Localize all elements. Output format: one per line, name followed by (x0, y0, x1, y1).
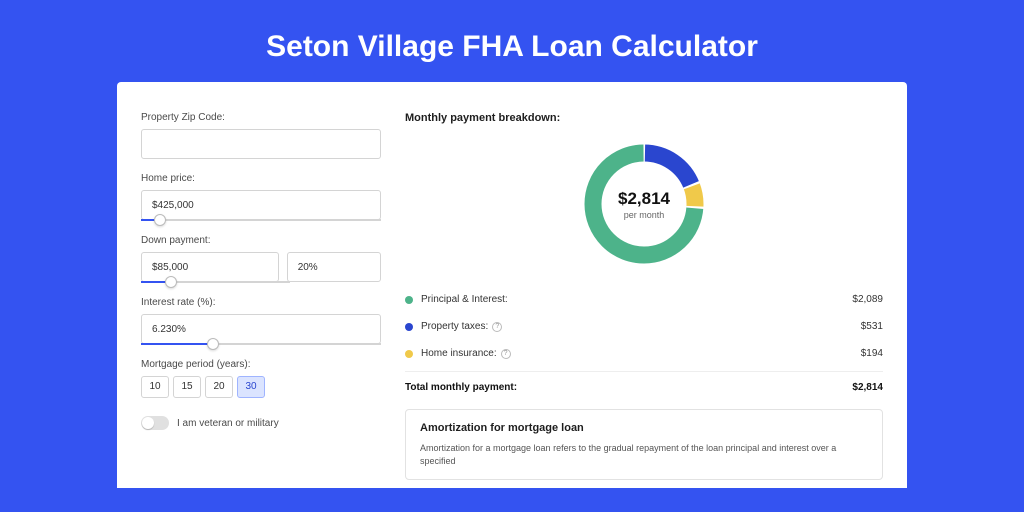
breakdown-column: Monthly payment breakdown: $2,814 per mo… (405, 112, 883, 480)
interest-input[interactable] (141, 314, 381, 344)
down-payment-label: Down payment: (141, 235, 381, 246)
insurance-info-icon[interactable]: ? (501, 349, 511, 359)
period-option-15[interactable]: 15 (173, 376, 201, 398)
interest-slider-handle[interactable] (207, 338, 219, 350)
zip-input[interactable] (141, 129, 381, 159)
down-payment-slider[interactable] (141, 281, 290, 283)
page-title: Seton Village FHA Loan Calculator (0, 0, 1024, 82)
down-payment-amount-input[interactable] (141, 252, 279, 282)
home-price-label: Home price: (141, 173, 381, 184)
principal-label: Principal & Interest: (421, 294, 852, 305)
period-group: Mortgage period (years): 10152030 (141, 359, 381, 398)
donut-center: $2,814 per month (580, 140, 708, 268)
down-payment-percent-input[interactable] (287, 252, 381, 282)
taxes-label: Property taxes:? (421, 321, 861, 332)
period-option-20[interactable]: 20 (205, 376, 233, 398)
breakdown-row-principal: Principal & Interest:$2,089 (405, 286, 883, 313)
taxes-value: $531 (861, 321, 883, 332)
breakdown-title: Monthly payment breakdown: (405, 112, 883, 124)
principal-value: $2,089 (852, 294, 883, 305)
donut-chart: $2,814 per month (580, 140, 708, 268)
taxes-dot (405, 323, 413, 331)
veteran-row: I am veteran or military (141, 416, 381, 430)
period-option-30[interactable]: 30 (237, 376, 265, 398)
home-price-slider[interactable] (141, 219, 381, 221)
zip-field-group: Property Zip Code: (141, 112, 381, 159)
total-row: Total monthly payment: $2,814 (405, 371, 883, 393)
total-value: $2,814 (852, 382, 883, 393)
taxes-info-icon[interactable]: ? (492, 322, 502, 332)
zip-label: Property Zip Code: (141, 112, 381, 123)
insurance-value: $194 (861, 348, 883, 359)
donut-chart-wrap: $2,814 per month (405, 134, 883, 286)
interest-label: Interest rate (%): (141, 297, 381, 308)
form-column: Property Zip Code: Home price: Down paym… (141, 112, 381, 480)
down-payment-slider-handle[interactable] (165, 276, 177, 288)
interest-slider[interactable] (141, 343, 381, 345)
breakdown-row-taxes: Property taxes:?$531 (405, 313, 883, 340)
home-price-input[interactable] (141, 190, 381, 220)
period-label: Mortgage period (years): (141, 359, 381, 370)
period-option-10[interactable]: 10 (141, 376, 169, 398)
insurance-dot (405, 350, 413, 358)
home-price-slider-handle[interactable] (154, 214, 166, 226)
down-payment-group: Down payment: (141, 235, 381, 283)
calculator-panel: Property Zip Code: Home price: Down paym… (117, 82, 907, 488)
breakdown-row-insurance: Home insurance:?$194 (405, 340, 883, 367)
insurance-label: Home insurance:? (421, 348, 861, 359)
donut-sublabel: per month (624, 210, 665, 220)
home-price-group: Home price: (141, 173, 381, 221)
interest-group: Interest rate (%): (141, 297, 381, 345)
veteran-label: I am veteran or military (177, 418, 279, 429)
donut-amount: $2,814 (618, 189, 670, 209)
amortization-title: Amortization for mortgage loan (420, 422, 868, 434)
amortization-text: Amortization for a mortgage loan refers … (420, 442, 868, 467)
amortization-card: Amortization for mortgage loan Amortizat… (405, 409, 883, 480)
total-label: Total monthly payment: (405, 382, 852, 393)
principal-dot (405, 296, 413, 304)
veteran-toggle[interactable] (141, 416, 169, 430)
